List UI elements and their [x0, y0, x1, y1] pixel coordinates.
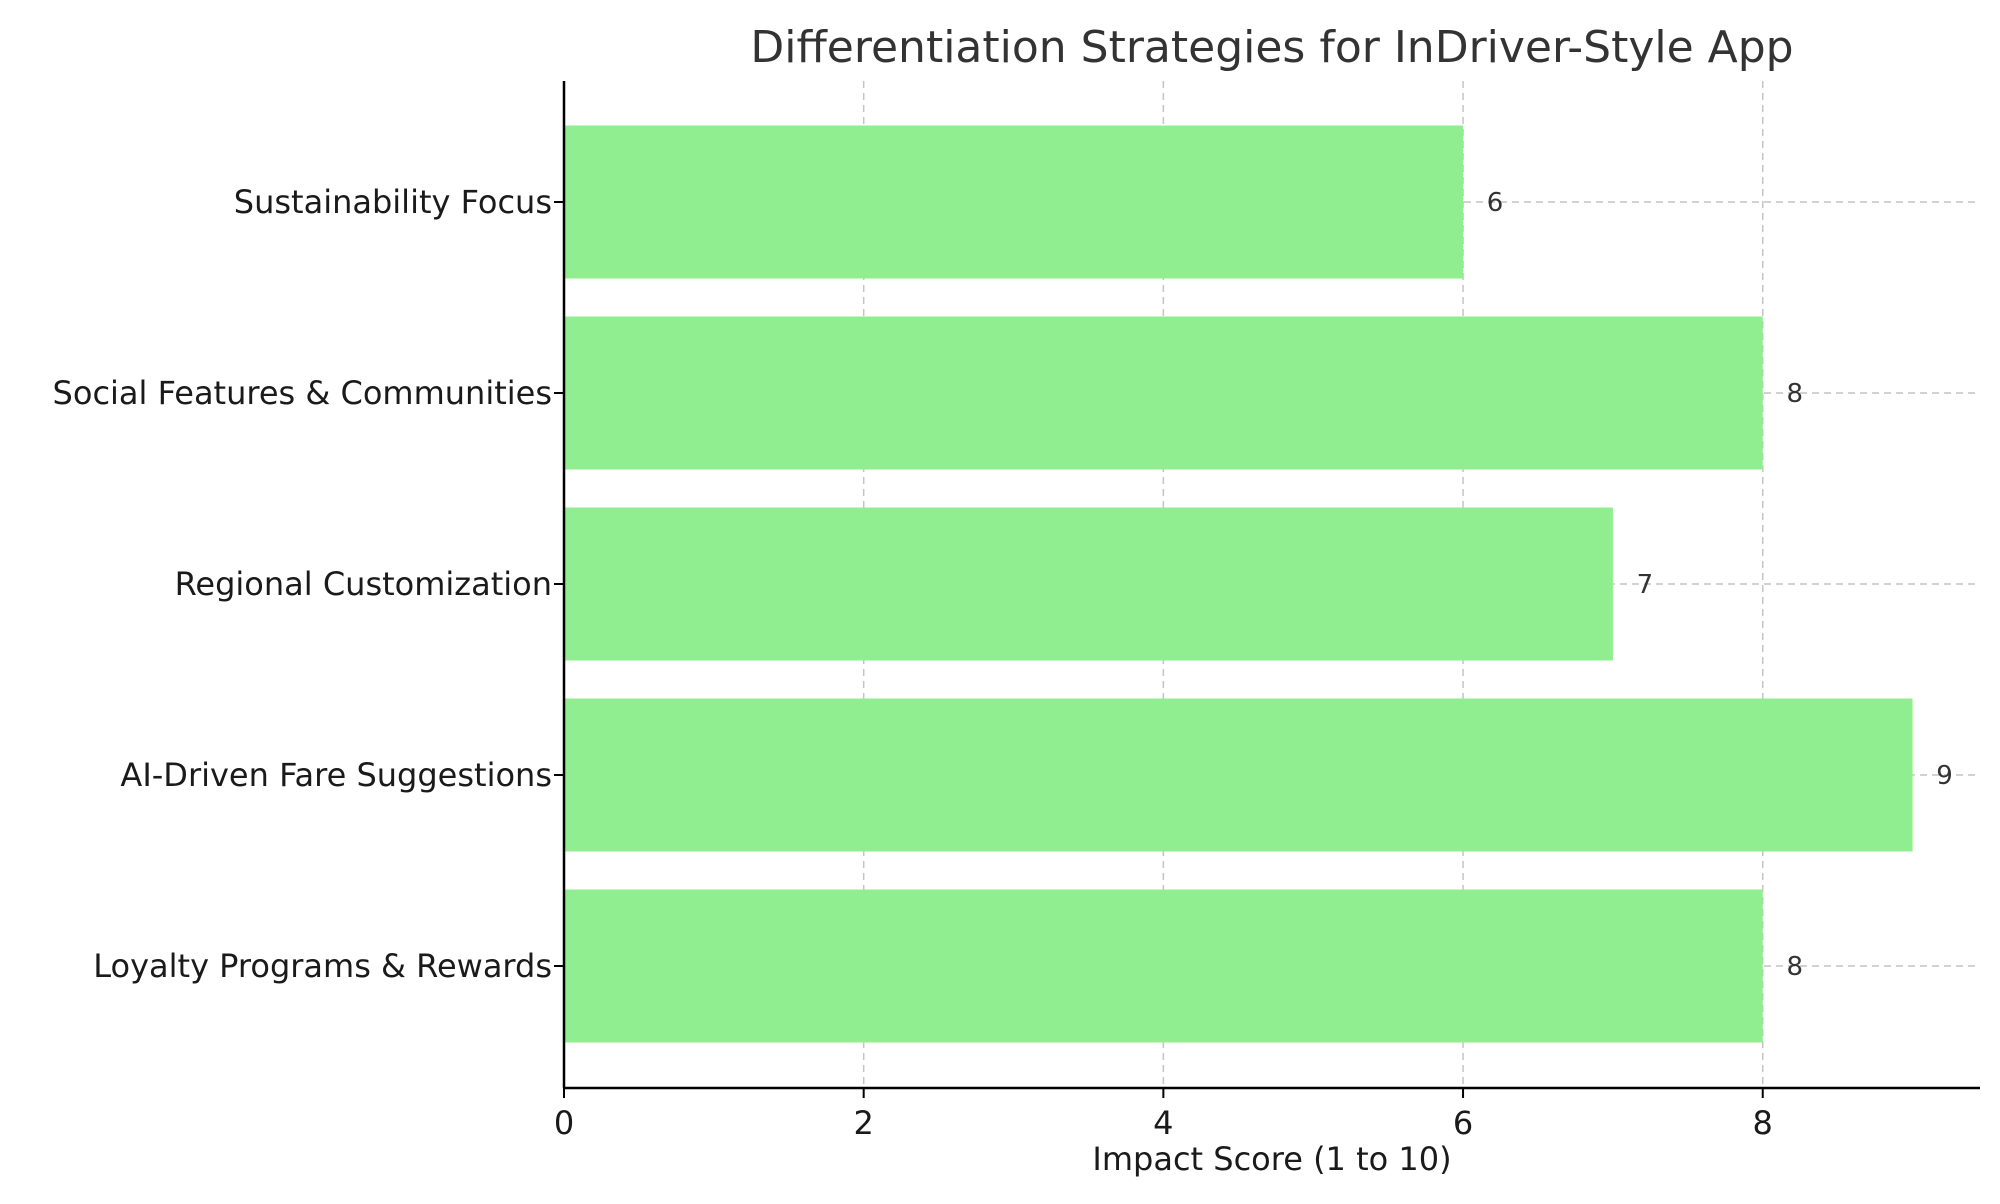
x-tick-label: 8 — [1753, 1104, 1773, 1142]
bar-data-label: 8 — [1786, 379, 1803, 409]
data-label-layer: 8 9 7 8 6 — [1487, 188, 1953, 982]
y-tick-label: Social Features & Communities — [53, 374, 552, 412]
x-axis-label: Impact Score (1 to 10) — [1092, 1140, 1451, 1178]
axis-layer: Loyalty Programs & Rewards AI-Driven Fare… — [53, 81, 1980, 1142]
bar-layer — [564, 125, 1913, 1043]
y-tick-label: Loyalty Programs & Rewards — [93, 947, 552, 985]
bar — [564, 698, 1913, 852]
bar — [564, 316, 1763, 470]
bar-data-label: 6 — [1487, 188, 1504, 218]
bar-data-label: 8 — [1786, 952, 1803, 982]
x-tick-label: 6 — [1453, 1104, 1473, 1142]
y-tick-label: Regional Customization — [175, 565, 552, 603]
chart-title: Differentiation Strategies for InDriver-… — [750, 22, 1793, 73]
bar — [564, 889, 1763, 1043]
y-tick-label: Sustainability Focus — [234, 183, 552, 221]
x-tick-label: 4 — [1153, 1104, 1173, 1142]
bar — [564, 125, 1464, 279]
x-tick-label: 2 — [854, 1104, 874, 1142]
bar-data-label: 9 — [1936, 761, 1953, 791]
bar-data-label: 7 — [1637, 570, 1654, 600]
x-tick-label: 0 — [554, 1104, 574, 1142]
bar — [564, 507, 1613, 661]
y-tick-label: AI-Driven Fare Suggestions — [120, 756, 552, 794]
